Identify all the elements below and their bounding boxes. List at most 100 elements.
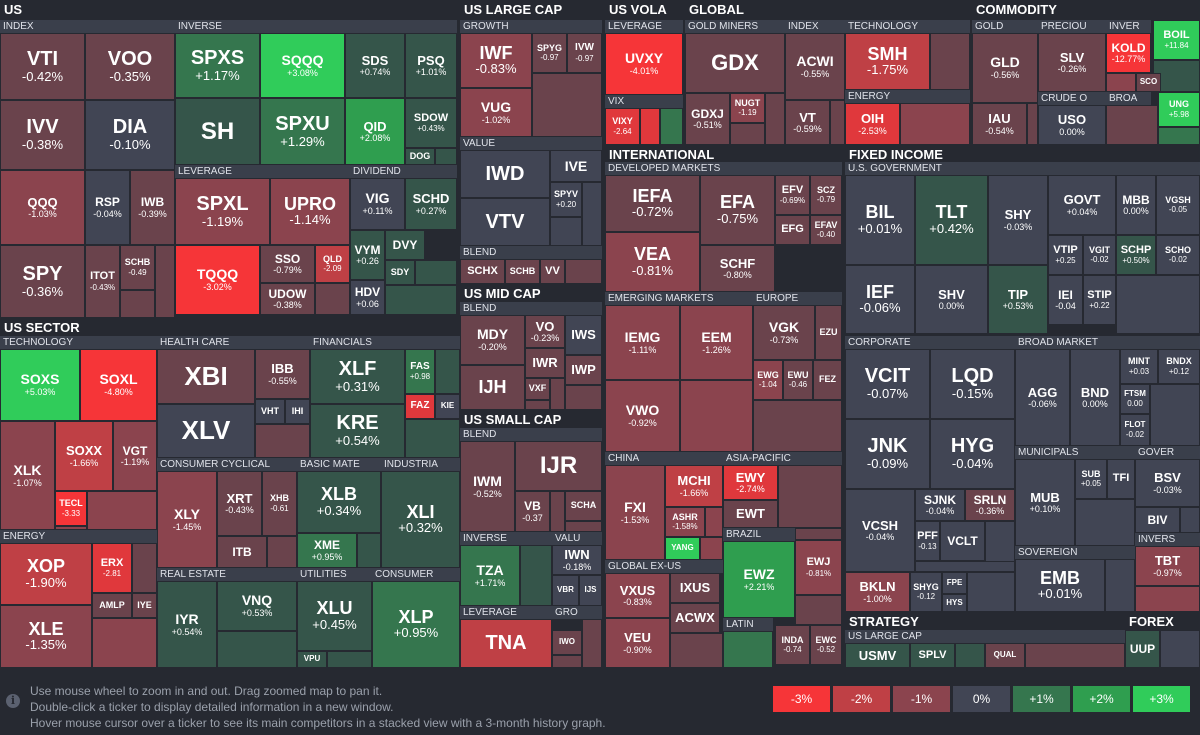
ticker-tile-mbb[interactable]: MBB 0.00% xyxy=(1116,175,1156,235)
ticker-tile-ezu[interactable]: EZU xyxy=(815,305,842,360)
ticker-tile-gld[interactable]: GLD -0.56% xyxy=(972,33,1038,103)
small-ticker-tile[interactable] xyxy=(565,521,602,532)
ticker-tile-vgit[interactable]: VGIT -0.02 xyxy=(1083,235,1116,275)
ticker-tile-vig[interactable]: VIG +0.11% xyxy=(350,178,405,230)
small-ticker-tile[interactable] xyxy=(435,349,460,394)
small-ticker-tile[interactable] xyxy=(705,507,723,537)
ticker-tile-vpu[interactable]: VPU xyxy=(297,651,327,668)
ticker-tile-iwn[interactable]: IWN -0.18% xyxy=(552,545,602,575)
small-ticker-tile[interactable] xyxy=(525,400,550,410)
ticker-tile-ijr[interactable]: IJR xyxy=(515,441,602,491)
ticker-tile-spxs[interactable]: SPXS +1.17% xyxy=(175,33,260,98)
ticker-tile-qual[interactable]: QUAL xyxy=(985,643,1025,668)
ticker-tile-hyg[interactable]: HYG -0.04% xyxy=(930,419,1015,489)
ticker-tile-dvy[interactable]: DVY xyxy=(385,230,425,260)
small-ticker-tile[interactable] xyxy=(267,536,297,568)
small-ticker-tile[interactable] xyxy=(723,631,773,668)
ticker-tile-flot[interactable]: FLOT -0.02 xyxy=(1120,414,1150,446)
ticker-tile-lqd[interactable]: LQD -0.15% xyxy=(930,349,1015,419)
ticker-tile-ewy[interactable]: EWY -2.74% xyxy=(723,465,778,500)
ticker-tile-bsv[interactable]: BSV -0.03% xyxy=(1135,459,1200,507)
ticker-tile-qld[interactable]: QLD -2.09 xyxy=(315,245,350,283)
ticker-tile-efa[interactable]: EFA -0.75% xyxy=(700,175,775,245)
ticker-tile-xlp[interactable]: XLP +0.95% xyxy=(372,581,460,668)
ticker-tile-vug[interactable]: VUG -1.02% xyxy=(460,88,532,137)
ticker-tile-dog[interactable]: DOG xyxy=(405,148,435,165)
ticker-tile-vea[interactable]: VEA -0.81% xyxy=(605,232,700,292)
ticker-tile-shy[interactable]: SHY -0.03% xyxy=(988,175,1048,265)
small-ticker-tile[interactable] xyxy=(552,655,582,668)
small-ticker-tile[interactable] xyxy=(120,290,155,318)
ticker-tile-scz[interactable]: SCZ -0.79 xyxy=(810,175,842,215)
small-ticker-tile[interactable] xyxy=(415,260,457,285)
ticker-tile-schp[interactable]: SCHP +0.50% xyxy=(1116,235,1156,275)
ticker-tile-shv[interactable]: SHV 0.00% xyxy=(915,265,988,334)
ticker-tile-xhb[interactable]: XHB -0.61 xyxy=(262,471,297,536)
ticker-tile-fas[interactable]: FAS +0.98 xyxy=(405,349,435,394)
ticker-tile-ewt[interactable]: EWT xyxy=(723,500,778,528)
ticker-tile-uvxy[interactable]: UVXY -4.01% xyxy=(605,33,683,95)
small-ticker-tile[interactable] xyxy=(967,572,1015,612)
small-ticker-tile[interactable] xyxy=(900,103,970,145)
ticker-tile-vym[interactable]: VYM +0.26 xyxy=(350,230,385,280)
small-ticker-tile[interactable] xyxy=(1160,630,1200,668)
ticker-tile-schb[interactable]: SCHB -0.49 xyxy=(120,245,155,290)
ticker-tile-tfi[interactable]: TFI xyxy=(1107,459,1135,499)
ticker-tile-bil[interactable]: BIL +0.01% xyxy=(845,175,915,265)
small-ticker-tile[interactable] xyxy=(765,93,785,145)
small-ticker-tile[interactable] xyxy=(680,380,753,452)
ticker-tile-upro[interactable]: UPRO -1.14% xyxy=(270,178,350,245)
ticker-tile-ashr[interactable]: ASHR -1.58% xyxy=(665,507,705,537)
ticker-tile-sub[interactable]: SUB +0.05 xyxy=(1075,459,1107,499)
small-ticker-tile[interactable] xyxy=(327,651,372,668)
ticker-tile-biv[interactable]: BIV xyxy=(1135,507,1180,533)
small-ticker-tile[interactable] xyxy=(435,148,457,165)
ticker-tile-ief[interactable]: IEF -0.06% xyxy=(845,265,915,334)
small-ticker-tile[interactable] xyxy=(700,537,723,560)
small-ticker-tile[interactable] xyxy=(1158,127,1200,145)
ticker-tile-sqqq[interactable]: SQQQ +3.08% xyxy=(260,33,345,98)
ticker-tile-iwr[interactable]: IWR xyxy=(525,348,565,378)
small-ticker-tile[interactable] xyxy=(1150,384,1200,446)
small-ticker-tile[interactable] xyxy=(670,633,723,668)
small-ticker-tile[interactable] xyxy=(753,400,842,452)
ticker-tile-schb[interactable]: SCHB xyxy=(505,259,540,284)
ticker-tile-vclt[interactable]: VCLT xyxy=(940,521,985,561)
ticker-tile-amlp[interactable]: AMLP xyxy=(92,593,132,618)
ticker-tile-dia[interactable]: DIA -0.10% xyxy=(85,100,175,170)
ticker-tile-fxi[interactable]: FXI -1.53% xyxy=(605,465,665,560)
small-ticker-tile[interactable] xyxy=(1180,507,1200,533)
ticker-tile-xli[interactable]: XLI +0.32% xyxy=(381,471,460,568)
ticker-tile-tna[interactable]: TNA xyxy=(460,619,552,668)
ticker-tile-ewj[interactable]: EWJ -0.81% xyxy=(795,540,842,595)
ticker-tile-splv[interactable]: SPLV xyxy=(910,643,955,668)
ticker-tile-iwp[interactable]: IWP xyxy=(565,355,602,385)
ticker-tile-spxl[interactable]: SPXL -1.19% xyxy=(175,178,270,245)
small-ticker-tile[interactable] xyxy=(1106,105,1158,145)
small-ticker-tile[interactable] xyxy=(582,619,602,668)
ticker-tile-vgk[interactable]: VGK -0.73% xyxy=(753,305,815,360)
small-ticker-tile[interactable] xyxy=(730,123,765,145)
ticker-tile-tza[interactable]: TZA +1.71% xyxy=(460,545,520,606)
ticker-tile-hys[interactable]: HYS xyxy=(942,594,967,612)
ticker-tile-xle[interactable]: XLE -1.35% xyxy=(0,605,92,668)
ticker-tile-gdx[interactable]: GDX xyxy=(685,33,785,93)
ticker-tile-voo[interactable]: VOO -0.35% xyxy=(85,33,175,100)
ticker-tile-xly[interactable]: XLY -1.45% xyxy=(157,471,217,568)
small-ticker-tile[interactable] xyxy=(1135,586,1200,612)
ticker-tile-shyg[interactable]: SHYG -0.12 xyxy=(910,572,942,612)
ticker-tile-soxs[interactable]: SOXS +5.03% xyxy=(0,349,80,421)
ticker-tile-mint[interactable]: MINT +0.03 xyxy=(1120,349,1158,384)
ticker-tile-ive[interactable]: IVE xyxy=(550,150,602,182)
ticker-tile-vcit[interactable]: VCIT -0.07% xyxy=(845,349,930,419)
ticker-tile-sso[interactable]: SSO -0.79% xyxy=(260,245,315,283)
ticker-tile-tbt[interactable]: TBT -0.97% xyxy=(1135,546,1200,586)
ticker-tile-kold[interactable]: KOLD -12.77% xyxy=(1106,33,1151,73)
ticker-tile-iye[interactable]: IYE xyxy=(132,593,157,618)
small-ticker-tile[interactable] xyxy=(660,108,683,145)
ticker-tile-vxf[interactable]: VXF xyxy=(525,378,550,400)
ticker-tile-smh[interactable]: SMH -1.75% xyxy=(845,33,930,90)
ticker-tile-spyv[interactable]: SPYV +0.20 xyxy=(550,182,582,217)
ticker-tile-iwd[interactable]: IWD xyxy=(460,150,550,198)
ticker-tile-vixy[interactable]: VIXY -2.64 xyxy=(605,108,640,145)
